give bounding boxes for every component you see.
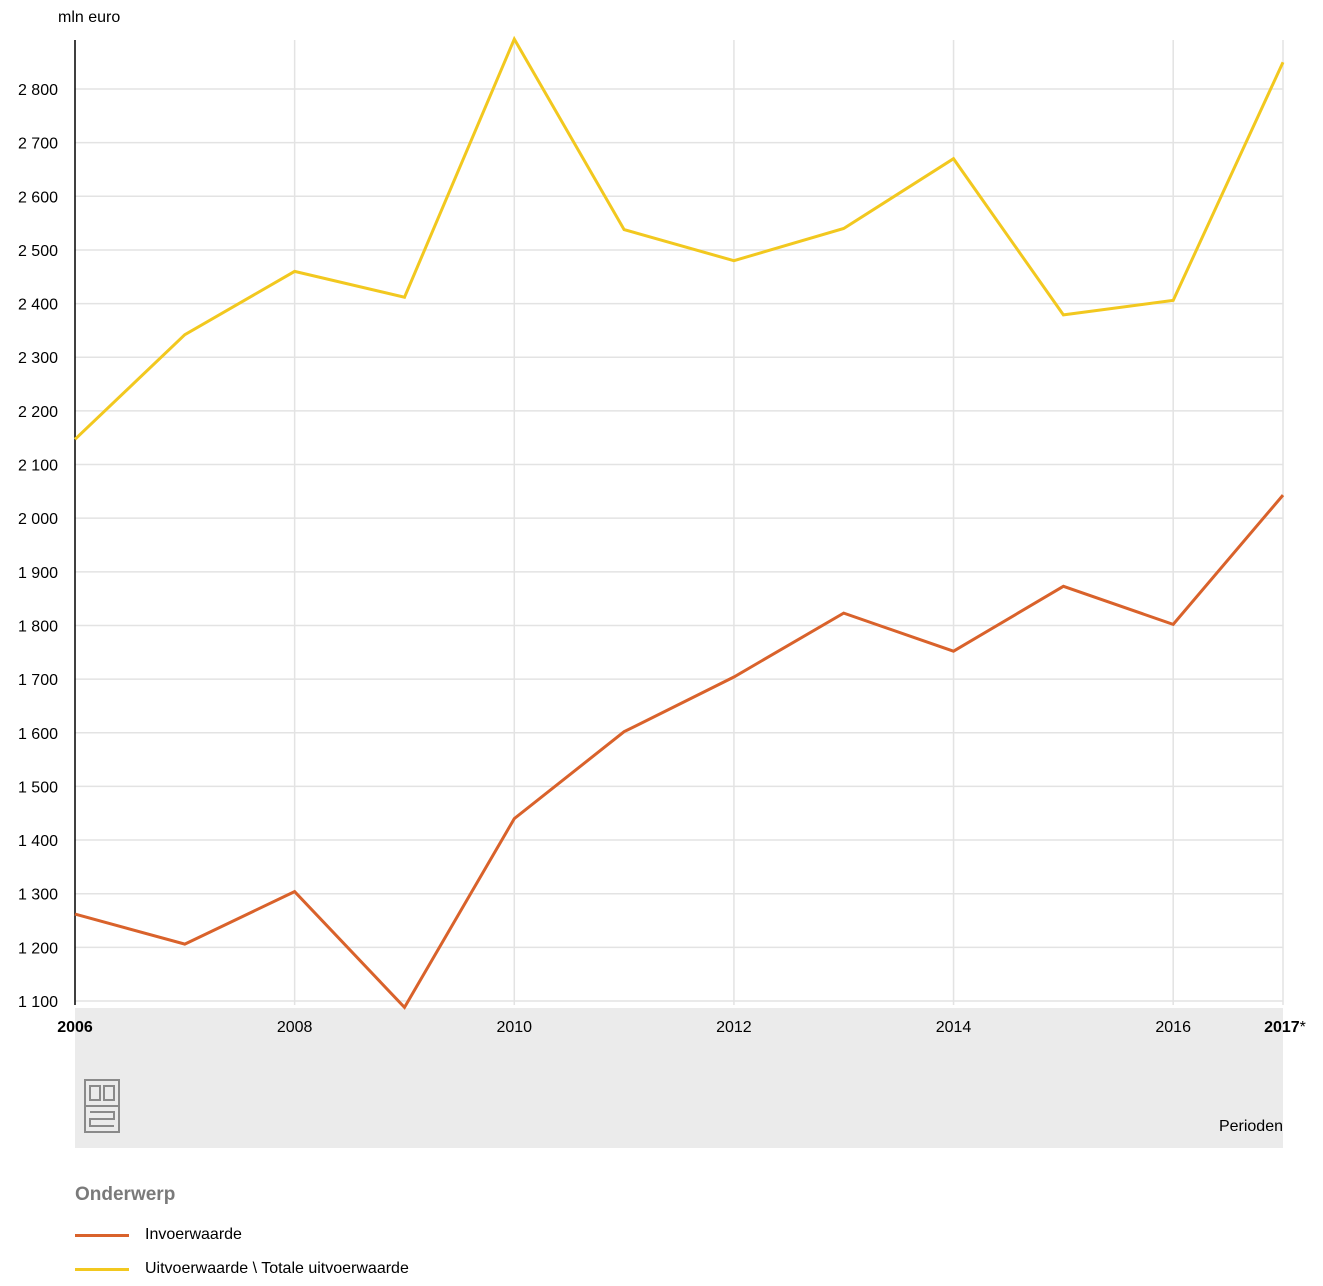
x-tick-label: 2012 bbox=[716, 1019, 752, 1036]
y-tick-label: 2 100 bbox=[18, 458, 58, 475]
legend-swatch bbox=[75, 1267, 129, 1271]
x-tick-label: 2008 bbox=[277, 1019, 313, 1036]
legend-item-uitvoerwaarde[interactable]: Uitvoerwaarde \ Totale uitvoerwaarde bbox=[75, 1252, 409, 1286]
x-tick-label: 2016 bbox=[1155, 1019, 1191, 1036]
x-axis-label: Perioden bbox=[1219, 1118, 1283, 1135]
y-tick-label: 2 300 bbox=[18, 350, 58, 367]
y-tick-label: 2 700 bbox=[18, 136, 58, 153]
series-line bbox=[74, 494, 1285, 1010]
y-tick-label: 2 800 bbox=[18, 82, 58, 99]
x-tick-label: 2014 bbox=[936, 1019, 972, 1036]
legend-item-invoerwaarde[interactable]: Invoerwaarde bbox=[75, 1218, 409, 1252]
series-lines bbox=[73, 35, 1285, 1010]
x-tick-label: 2017* bbox=[1264, 1019, 1306, 1036]
cbs-logo-icon bbox=[84, 1079, 120, 1133]
series-line bbox=[73, 35, 1285, 441]
legend-item-label: Uitvoerwaarde \ Totale uitvoerwaarde bbox=[145, 1260, 409, 1277]
y-tick-label: 2 600 bbox=[18, 189, 58, 206]
y-axis-label: mln euro bbox=[58, 9, 120, 26]
y-tick-label: 1 600 bbox=[18, 726, 58, 743]
y-tick-label: 1 500 bbox=[18, 779, 58, 796]
y-tick-label: 2 000 bbox=[18, 511, 58, 528]
y-tick-label: 2 500 bbox=[18, 243, 58, 260]
y-tick-label: 1 100 bbox=[18, 994, 58, 1011]
x-tick-label: 2010 bbox=[496, 1019, 532, 1036]
y-tick-label: 1 200 bbox=[18, 940, 58, 957]
x-tick-labels: 2006 2008 2010 2012 2014 2016 2017* bbox=[57, 1019, 1306, 1036]
y-tick-label: 1 400 bbox=[18, 833, 58, 850]
x-tick-label: 2006 bbox=[57, 1019, 93, 1036]
legend-swatch bbox=[75, 1233, 129, 1237]
legend-item-label: Invoerwaarde bbox=[145, 1226, 242, 1243]
legend: Onderwerp Invoerwaarde Uitvoerwaarde \ T… bbox=[75, 1184, 409, 1286]
y-tick-label: 1 800 bbox=[18, 618, 58, 635]
horizontal-gridlines bbox=[75, 88, 1283, 1002]
y-tick-label: 2 400 bbox=[18, 297, 58, 314]
y-tick-labels: 1 100 1 200 1 300 1 400 1 500 1 600 1 700 1 800… bbox=[18, 82, 58, 1011]
y-tick-label: 2 200 bbox=[18, 404, 58, 421]
x-axis-band bbox=[75, 1008, 1283, 1148]
y-tick-label: 1 700 bbox=[18, 672, 58, 689]
y-tick-label: 1 900 bbox=[18, 565, 58, 582]
vertical-gridlines bbox=[293, 40, 1284, 1005]
y-tick-label: 1 300 bbox=[18, 887, 58, 904]
legend-title: Onderwerp bbox=[75, 1184, 176, 1205]
